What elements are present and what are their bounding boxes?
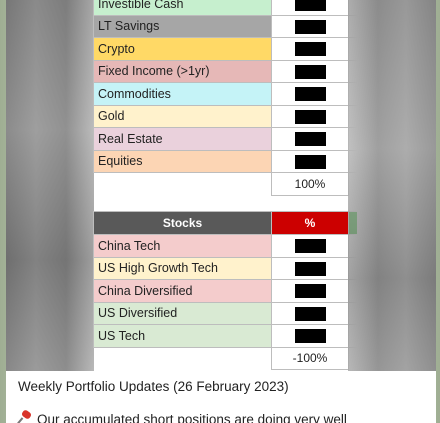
redaction-block xyxy=(294,42,326,57)
redaction-block xyxy=(294,261,326,276)
redacted-value xyxy=(271,149,349,173)
row-edge xyxy=(348,256,358,280)
row-edge xyxy=(348,14,358,38)
redacted-value xyxy=(271,0,349,16)
row-label: US Tech xyxy=(93,324,272,348)
row-edge xyxy=(348,59,358,83)
redacted-value xyxy=(271,59,349,83)
redaction-block xyxy=(294,132,326,147)
post-note: Our accumulated short positions are doin… xyxy=(18,411,347,423)
row-edge xyxy=(348,301,358,325)
post-note-text: Our accumulated short positions are doin… xyxy=(37,412,347,423)
allocation-row: Commodities xyxy=(93,82,358,106)
redacted-value xyxy=(271,301,349,325)
stocks-header: Stocks xyxy=(93,211,272,235)
redacted-value xyxy=(271,82,349,106)
total-value: -100% xyxy=(271,346,349,370)
row-label: US Diversified xyxy=(93,301,272,325)
row-edge xyxy=(348,127,358,151)
stocks-table: Stocks % China Tech US High Growth Tech Ch… xyxy=(93,211,358,370)
header-edge xyxy=(348,211,358,235)
percent-header: % xyxy=(271,211,349,235)
total-edge xyxy=(349,173,358,196)
redacted-value xyxy=(271,256,349,280)
pushpin-icon xyxy=(18,411,32,423)
redaction-block xyxy=(294,0,326,12)
row-label: Fixed Income (>1yr) xyxy=(93,59,272,83)
row-edge xyxy=(348,104,358,128)
redaction-block xyxy=(294,329,326,344)
total-row: 100% xyxy=(94,172,358,196)
post-caption: Weekly Portfolio Updates (26 February 20… xyxy=(18,379,289,394)
row-label: Equities xyxy=(93,149,272,173)
total-edge xyxy=(349,347,358,370)
total-row: -100% xyxy=(94,346,358,370)
redaction-block xyxy=(294,64,326,79)
row-label: Gold xyxy=(93,104,272,128)
portfolio-image[interactable]: Investible Cash LT Savings Crypto Fixed Inc… xyxy=(6,0,436,371)
allocation-row: Crypto xyxy=(93,37,358,61)
row-label: Investible Cash xyxy=(93,0,272,16)
stock-row: China Tech xyxy=(93,234,358,258)
row-edge xyxy=(348,279,358,303)
row-label: China Diversified xyxy=(93,279,272,303)
stock-row: China Diversified xyxy=(93,279,358,303)
stock-row: US Diversified xyxy=(93,301,358,325)
allocation-row: LT Savings xyxy=(93,14,358,38)
message-card[interactable]: Investible Cash LT Savings Crypto Fixed Inc… xyxy=(6,0,436,423)
row-edge xyxy=(348,149,358,173)
redacted-value xyxy=(271,37,349,61)
redaction-block xyxy=(294,284,326,299)
row-label: Real Estate xyxy=(93,127,272,151)
redaction-block xyxy=(294,154,326,169)
redaction-block xyxy=(294,306,326,321)
allocation-row: Investible Cash xyxy=(93,0,358,16)
redacted-value xyxy=(271,104,349,128)
row-edge xyxy=(348,324,358,348)
row-label: Commodities xyxy=(93,82,272,106)
redacted-value xyxy=(271,279,349,303)
allocation-row: Equities xyxy=(93,149,358,173)
stock-row: US Tech xyxy=(93,324,358,348)
row-edge xyxy=(348,82,358,106)
allocation-row: Real Estate xyxy=(93,127,358,151)
redacted-value xyxy=(271,234,349,258)
row-label: China Tech xyxy=(93,234,272,258)
redacted-value xyxy=(271,127,349,151)
stock-row: US High Growth Tech xyxy=(93,256,358,280)
redaction-block xyxy=(294,239,326,254)
redaction-block xyxy=(294,87,326,102)
redacted-value xyxy=(271,324,349,348)
redaction-block xyxy=(294,109,326,124)
total-spacer xyxy=(94,347,272,370)
row-edge xyxy=(348,234,358,258)
row-edge xyxy=(348,37,358,61)
redacted-value xyxy=(271,14,349,38)
allocation-row: Fixed Income (>1yr) xyxy=(93,59,358,83)
row-edge xyxy=(348,0,358,16)
redaction-block xyxy=(294,19,326,34)
row-label: Crypto xyxy=(93,37,272,61)
row-label: LT Savings xyxy=(93,14,272,38)
allocation-table: Investible Cash LT Savings Crypto Fixed Inc… xyxy=(93,0,358,196)
row-label: US High Growth Tech xyxy=(93,256,272,280)
total-spacer xyxy=(94,173,272,196)
allocation-row: Gold xyxy=(93,104,358,128)
total-value: 100% xyxy=(271,172,349,196)
